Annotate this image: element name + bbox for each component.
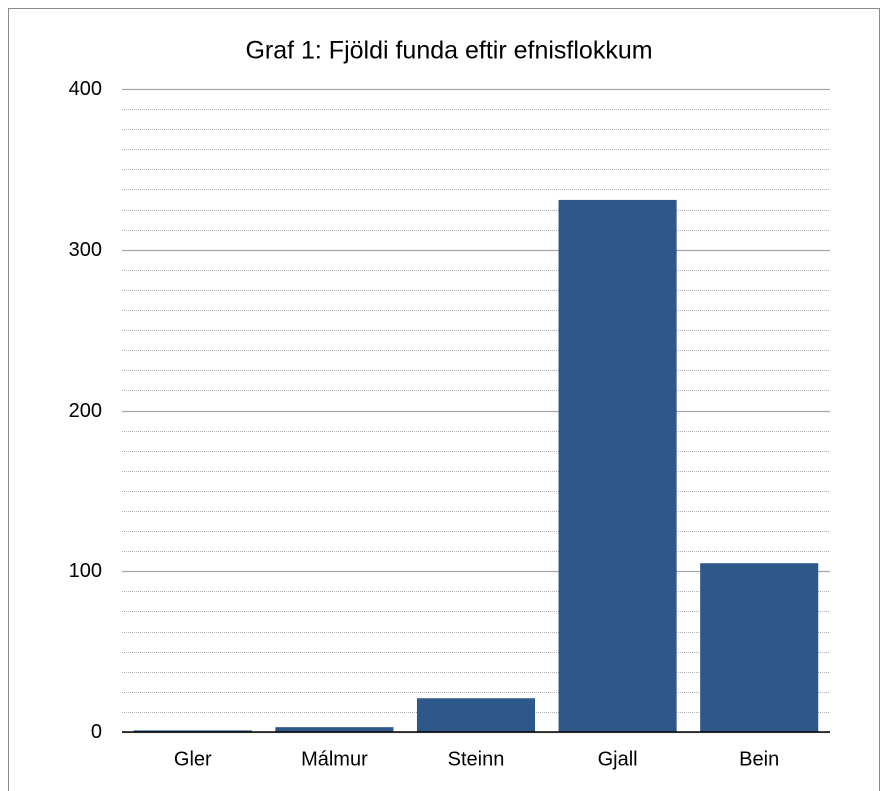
x-tick-label: Málmur xyxy=(301,748,368,770)
bar xyxy=(275,727,394,732)
x-tick-label: Steinn xyxy=(448,748,505,770)
bar xyxy=(133,730,252,732)
y-tick-label: 300 xyxy=(69,239,102,261)
chart-title: Graf 1: Fjöldi funda eftir efnisflokkum xyxy=(245,37,652,65)
bar xyxy=(416,698,536,732)
y-tick-label: 200 xyxy=(69,400,102,422)
y-tick-label: 0 xyxy=(91,721,102,743)
bar xyxy=(558,199,677,733)
x-tick-label: Bein xyxy=(739,748,779,770)
y-tick-label: 400 xyxy=(69,78,102,100)
x-tick-label: Gjall xyxy=(598,748,638,770)
chart-frame xyxy=(8,8,880,791)
x-tick-label: Gler xyxy=(174,748,212,770)
bar xyxy=(700,563,819,732)
y-tick-label: 100 xyxy=(69,560,102,582)
